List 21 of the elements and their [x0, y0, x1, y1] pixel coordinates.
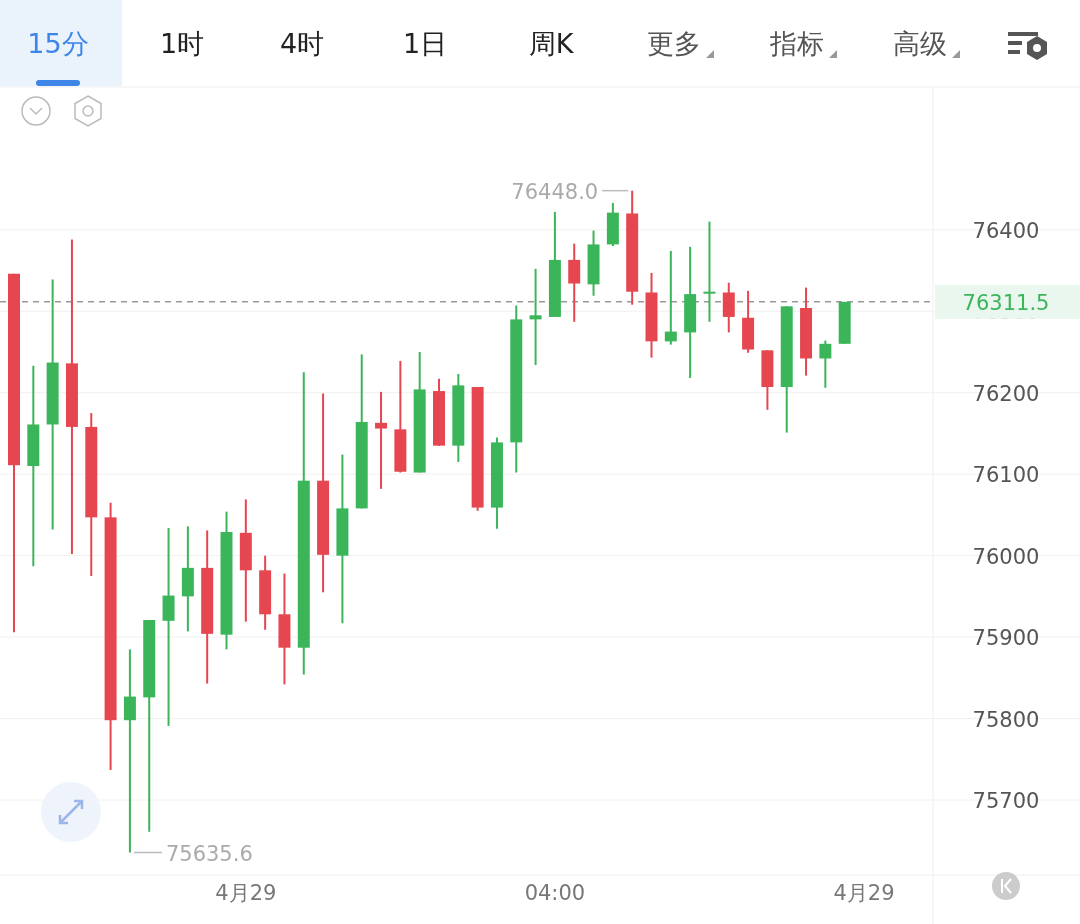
annotation: 75635.6: [165, 841, 253, 866]
text: 4时: [279, 28, 325, 59]
x-tick-label: 4月29: [833, 881, 895, 905]
y-tick-label: 75700: [972, 789, 1040, 814]
text: 更多: [647, 28, 701, 59]
x-tick-label: 04:00: [524, 881, 586, 905]
text: 高级: [893, 28, 947, 59]
x-tick-label: 4月29: [215, 881, 277, 905]
y-tick-label: 76100: [972, 463, 1040, 488]
y-tick-label: 76200: [972, 381, 1040, 406]
text: 1时: [159, 28, 205, 59]
y-tick-label: 75900: [972, 626, 1040, 651]
annotation: 76448.0: [511, 179, 599, 204]
text: 1日: [402, 28, 448, 59]
y-tick-label: 76000: [972, 544, 1040, 569]
text: 15分: [27, 28, 89, 59]
ref-line-label: 76311.5: [962, 290, 1050, 315]
text: 周K: [528, 28, 575, 59]
y-tick-label: 75800: [972, 707, 1040, 732]
text: 指标: [769, 28, 824, 59]
y-tick-label: 76400: [972, 218, 1040, 243]
